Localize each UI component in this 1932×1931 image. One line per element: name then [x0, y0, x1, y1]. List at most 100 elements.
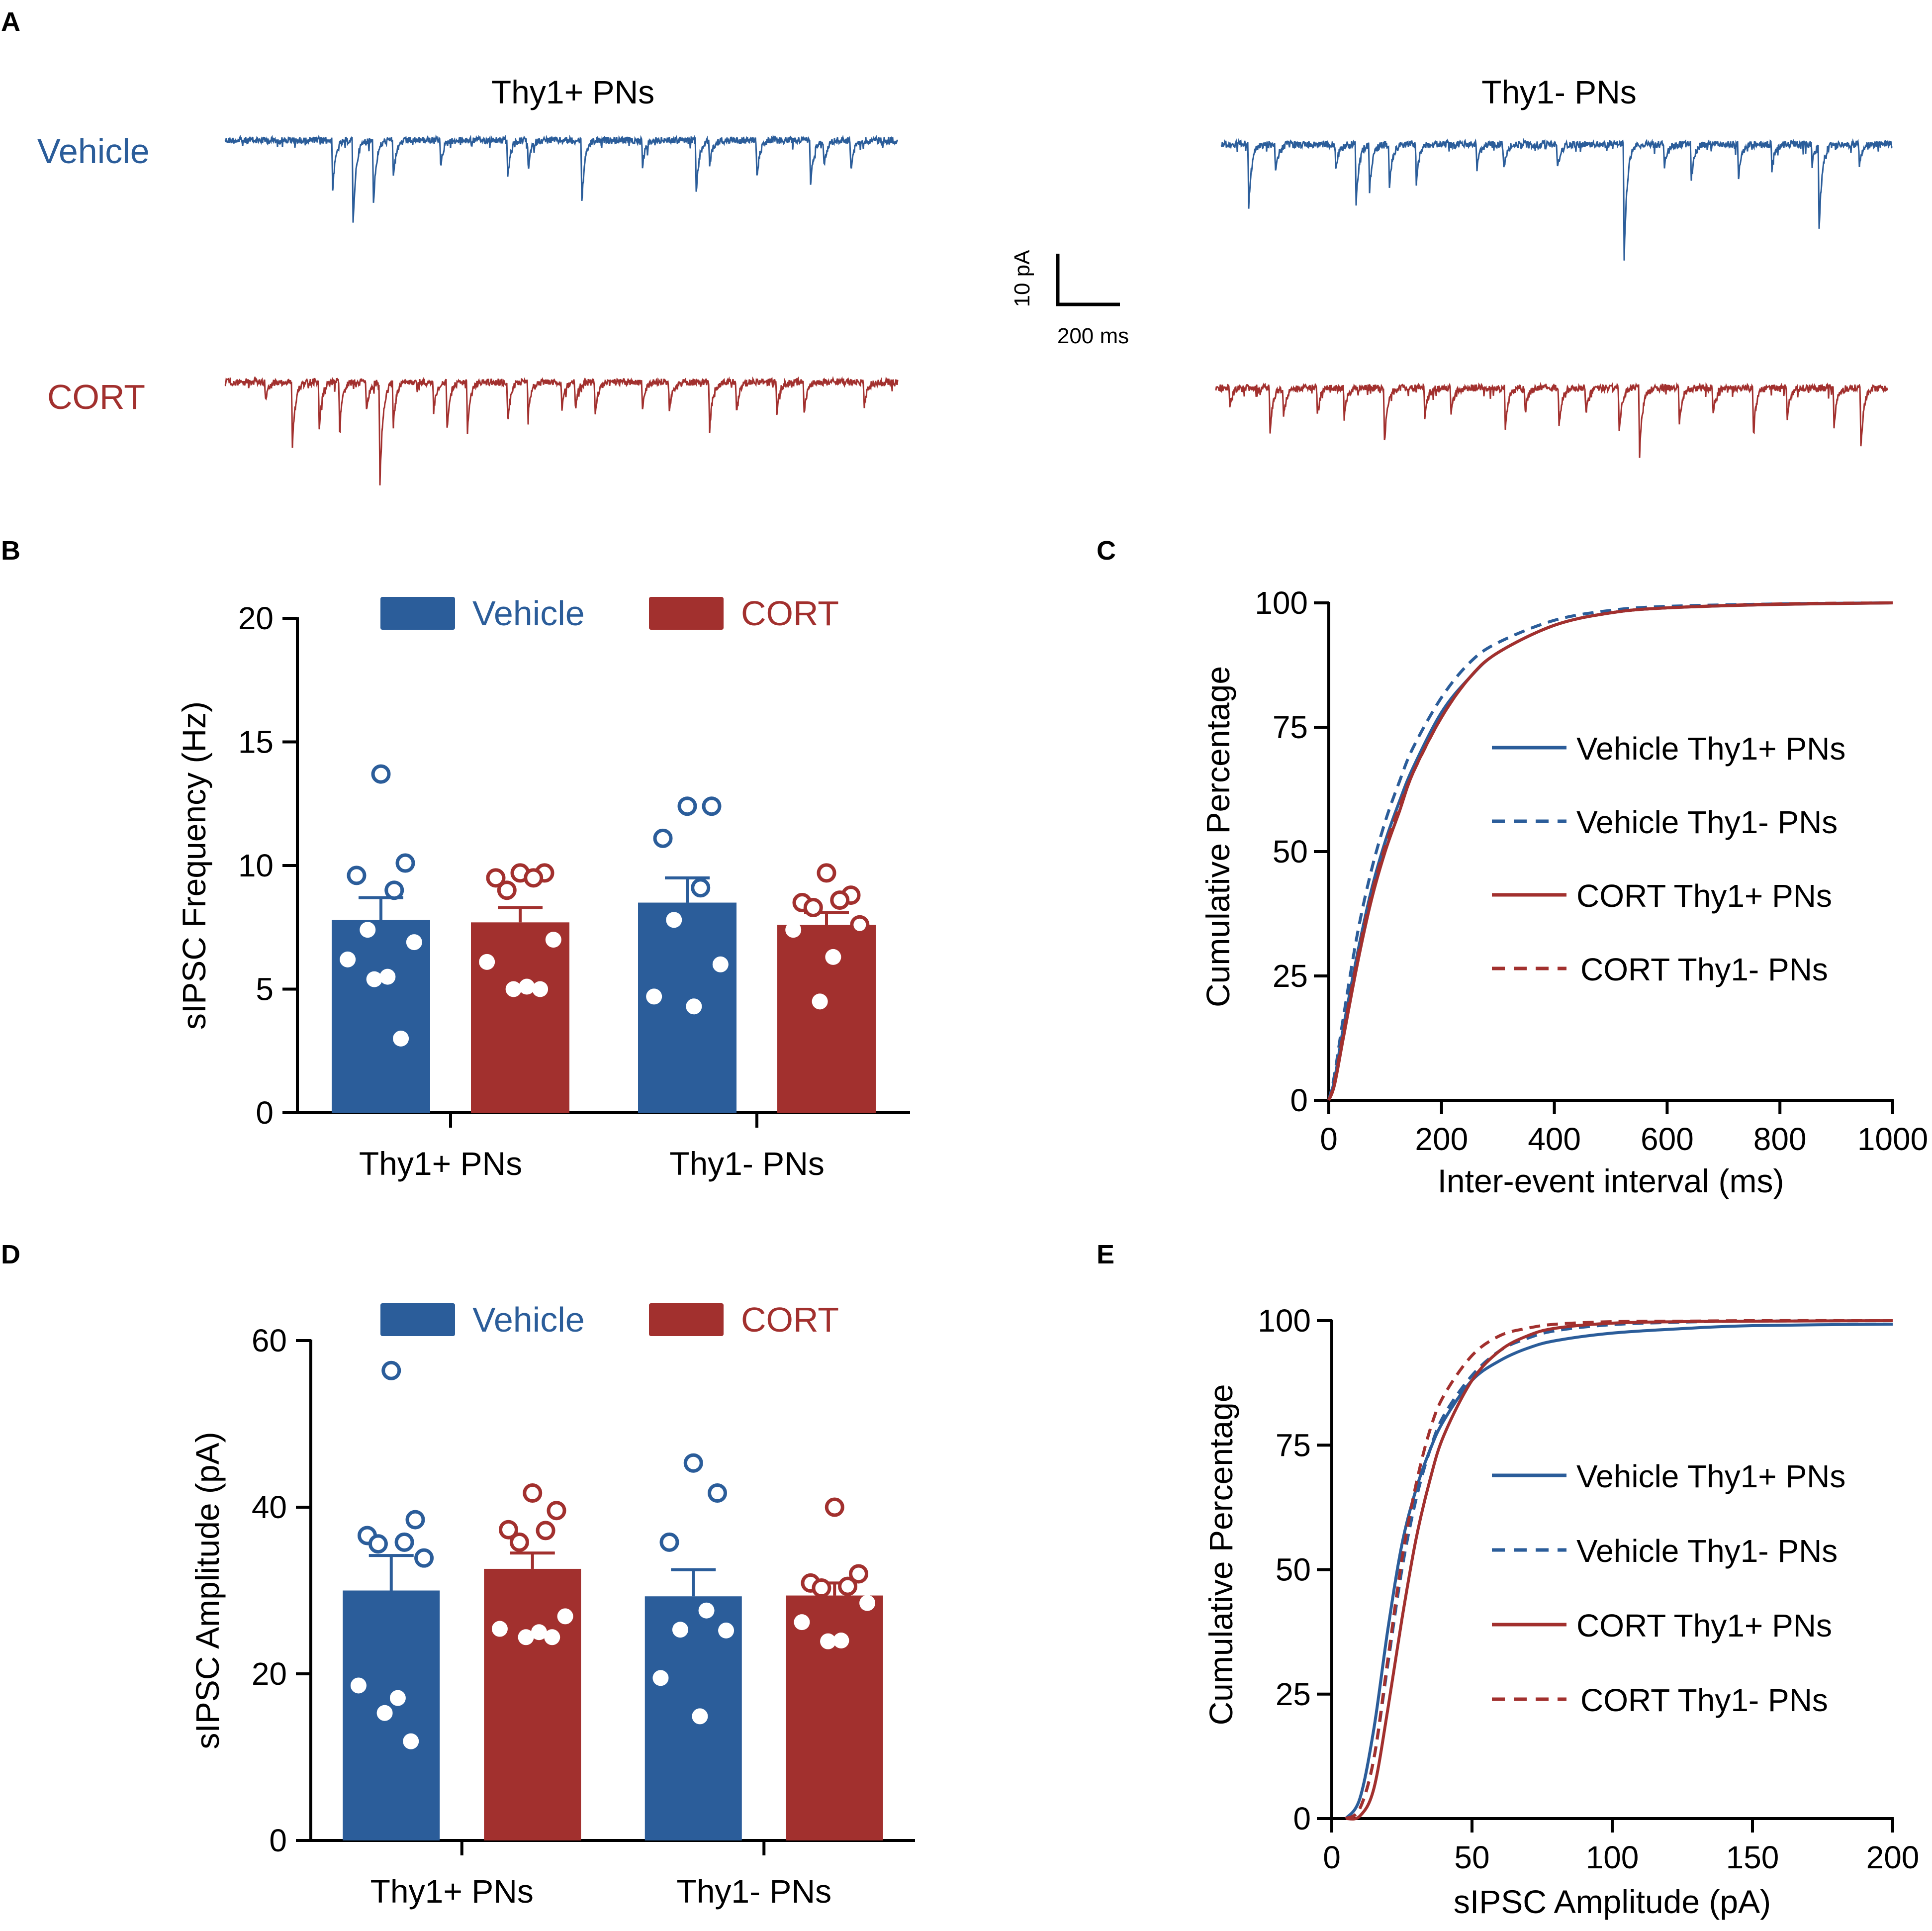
panel-letter-a: A — [1, 7, 20, 37]
panel-letter-e: E — [1097, 1240, 1114, 1269]
trace-title-thy1-pos: Thy1+ PNs — [491, 74, 654, 110]
data-point — [785, 922, 802, 938]
trace-title-thy1-neg: Thy1- PNs — [1481, 74, 1637, 110]
legend: Vehicle Thy1+ PNs Vehicle Thy1- PNs CORT T… — [1492, 731, 1845, 987]
panel-letter-d: D — [1, 1240, 20, 1269]
data-point — [830, 890, 850, 910]
data-point — [708, 1483, 728, 1503]
data-point — [395, 853, 415, 873]
data-point — [491, 1621, 508, 1637]
data-point — [691, 878, 711, 898]
y-axis-label: sIPSC Amplitude (pA) — [189, 1432, 226, 1749]
cdf-line-cort-thy1-pns — [1327, 601, 1893, 1101]
data-point — [545, 932, 561, 948]
y-tick-label: 10 — [238, 848, 274, 883]
y-tick-label: 100 — [1255, 585, 1308, 621]
trace-vehicle-thy1-neg — [1220, 138, 1893, 261]
data-point — [486, 868, 506, 888]
data-point — [652, 1670, 669, 1686]
data-point — [812, 1578, 831, 1598]
panel-b-frequency-bars: B 0 5 10 15 20 sIPSC Frequency (Hz) Thy1+ PNs T… — [1, 536, 910, 1182]
data-point — [379, 968, 396, 985]
data-point — [692, 1708, 708, 1725]
y-tick-label: 0 — [1293, 1801, 1311, 1836]
x-tick-label: 800 — [1753, 1121, 1807, 1157]
y-tick-label: 50 — [1276, 1552, 1311, 1588]
y-tick-label: 25 — [1273, 958, 1308, 994]
data-point — [833, 1633, 849, 1648]
panel-e-amplitude-cdf: E 0 25 50 75 100 0 50 100 150 200 sIPSC Amplitude … — [1097, 1240, 1919, 1920]
x-tick-label: 0 — [1323, 1839, 1341, 1875]
data-point — [718, 1622, 735, 1639]
x-tick-label: 200 — [1866, 1839, 1920, 1875]
data-point — [666, 912, 682, 928]
data-point — [547, 1501, 566, 1521]
data-point — [360, 922, 376, 938]
bar-group-vehicle-thy1-pns — [332, 764, 430, 1113]
data-point — [368, 1534, 388, 1554]
legend: Vehicle CORT — [380, 1300, 839, 1339]
y-tick-label: 60 — [252, 1323, 287, 1358]
data-point — [825, 1497, 844, 1517]
data-point — [381, 1360, 401, 1380]
legend-label-vehicle-thy1-pns: Vehicle Thy1- PNs — [1576, 1533, 1838, 1569]
legend-label-vehicle: Vehicle — [472, 1300, 585, 1339]
legend-label-cort-thy1-pns: CORT Thy1- PNs — [1580, 1682, 1828, 1718]
trace-cort-thy1-pos — [224, 376, 899, 485]
data-point — [557, 1608, 573, 1625]
cdf-line-vehicle-thy1-pns — [1327, 601, 1893, 1101]
data-point — [532, 981, 549, 997]
data-point — [677, 796, 697, 816]
y-tick-label: 0 — [1290, 1082, 1308, 1118]
data-point — [479, 954, 495, 970]
x-tick-label: 50 — [1454, 1839, 1489, 1875]
legend-swatch-cort — [649, 597, 724, 630]
y-axis-label: Cumulative Percentage — [1202, 1384, 1239, 1725]
data-point — [686, 998, 702, 1015]
cdf-line-cort-thy1-pns — [1345, 1319, 1893, 1820]
x-tick-label: Thy1+ PNs — [359, 1145, 522, 1182]
data-point — [850, 915, 870, 935]
bar-group-cort-thy1-pns — [777, 863, 876, 1113]
data-point — [347, 866, 367, 885]
legend-label-cort-thy1-pns: CORT Thy1+ PNs — [1576, 878, 1832, 914]
legend-label-cort-thy1-pns: CORT Thy1- PNs — [1580, 952, 1828, 987]
data-point — [646, 988, 662, 1005]
y-tick-label: 75 — [1273, 709, 1308, 745]
x-tick-label: Thy1- PNs — [676, 1873, 831, 1910]
data-point — [794, 1614, 810, 1631]
data-point — [340, 951, 356, 967]
data-point — [414, 1548, 434, 1568]
legend-label-vehicle-thy1-pns: Vehicle Thy1+ PNs — [1576, 731, 1845, 767]
x-tick-label: 100 — [1586, 1839, 1639, 1875]
data-point — [394, 1532, 414, 1552]
data-point — [698, 1602, 715, 1619]
cdf-line-cort-thy1-pns — [1327, 601, 1893, 1101]
legend-label-vehicle-thy1-pns: Vehicle Thy1+ PNs — [1576, 1458, 1845, 1494]
x-tick-label: Thy1- PNs — [669, 1145, 825, 1182]
data-point — [531, 1624, 547, 1641]
x-axis-label: sIPSC Amplitude (pA) — [1454, 1883, 1771, 1920]
legend-label-vehicle: Vehicle — [472, 594, 585, 633]
x-tick-label: 0 — [1320, 1121, 1338, 1157]
trace-vehicle-thy1-pos — [224, 134, 899, 223]
bar-cort-thy1-pns — [471, 922, 569, 1113]
x-tick-label: 400 — [1528, 1121, 1581, 1157]
data-point — [403, 1733, 419, 1749]
trace-row-label-cort: CORT — [47, 378, 145, 416]
y-axis-label: sIPSC Frequency (Hz) — [176, 701, 212, 1030]
y-tick-label: 0 — [269, 1823, 287, 1858]
legend-swatch-vehicle — [380, 1303, 455, 1336]
data-point — [384, 880, 404, 900]
data-point — [653, 828, 673, 848]
data-point — [659, 1532, 679, 1552]
cdf-line-vehicle-thy1-pns — [1344, 1323, 1893, 1820]
data-point — [536, 1521, 555, 1541]
y-tick-label: 25 — [1276, 1676, 1311, 1712]
data-point — [389, 1690, 406, 1706]
y-tick-label: 50 — [1273, 834, 1308, 869]
scale-bar-y-label: 10 pA — [1010, 250, 1034, 307]
bar-group-cort-thy1-pns — [786, 1497, 883, 1840]
